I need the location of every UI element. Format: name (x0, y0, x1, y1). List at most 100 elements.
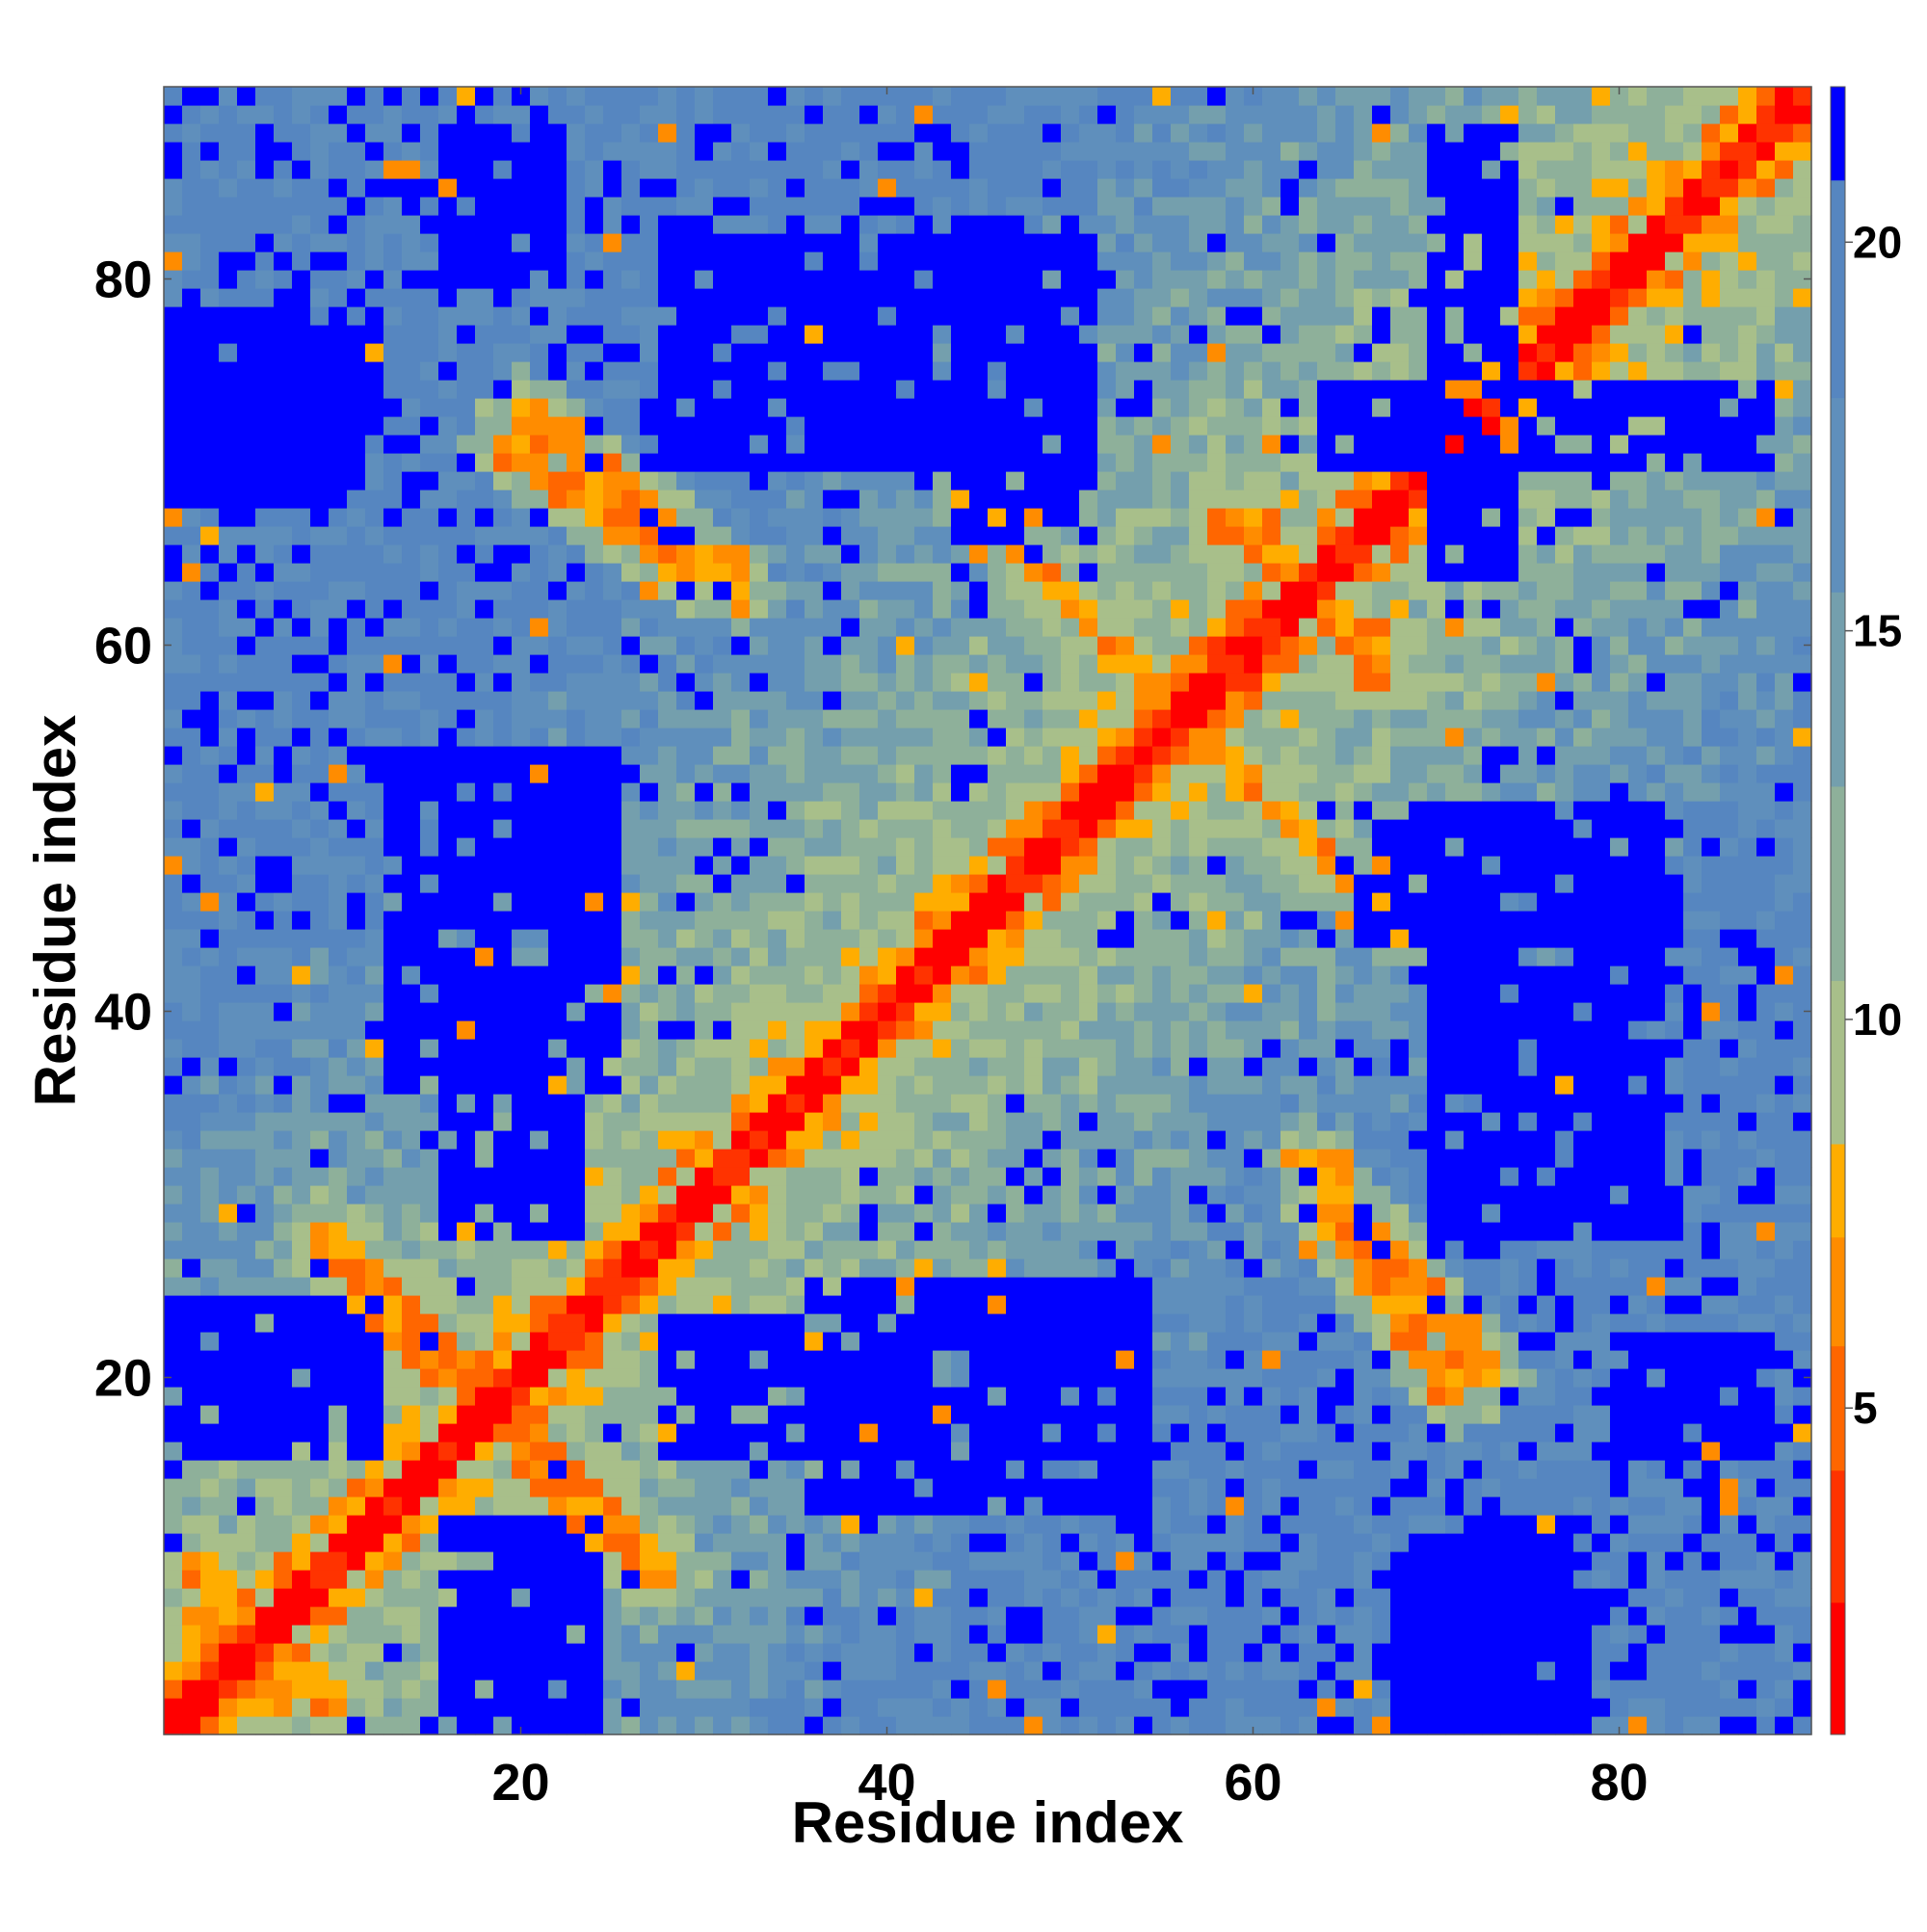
heatmap-cell (805, 490, 824, 509)
heatmap-cell (347, 233, 366, 252)
heatmap-cell (603, 911, 622, 930)
heatmap-cell (1171, 1496, 1190, 1516)
heatmap-cell (1079, 251, 1098, 271)
heatmap-cell (658, 966, 677, 985)
heatmap-cell (438, 1680, 458, 1699)
heatmap-cell (585, 599, 604, 619)
heatmap-cell (933, 1716, 952, 1735)
heatmap-cell (1171, 1295, 1190, 1314)
heatmap-cell (475, 380, 494, 399)
heatmap-cell (512, 288, 531, 307)
heatmap-cell (713, 563, 732, 582)
heatmap-cell (658, 178, 677, 198)
heatmap-cell (1024, 105, 1043, 124)
heatmap-cell (493, 1643, 513, 1662)
heatmap-cell (530, 1277, 549, 1296)
heatmap-cell (530, 1240, 549, 1259)
heatmap-cell (951, 874, 970, 893)
heatmap-cell (988, 1661, 1007, 1681)
heatmap-cell (933, 435, 952, 454)
heatmap-cell (274, 1387, 293, 1406)
heatmap-cell (530, 1295, 549, 1314)
heatmap-cell (933, 87, 952, 106)
heatmap-cell (219, 1716, 238, 1735)
heatmap-cell (658, 1533, 677, 1552)
heatmap-cell (805, 819, 824, 838)
heatmap-cell (896, 1551, 915, 1571)
heatmap-cell (457, 984, 476, 1003)
heatmap-cell (548, 1094, 568, 1113)
heatmap-cell (969, 398, 989, 417)
heatmap-cell (585, 1350, 604, 1369)
heatmap-cell (1024, 1716, 1043, 1735)
heatmap-cell (182, 1240, 201, 1259)
heatmap-cell (1024, 1002, 1043, 1021)
heatmap-cell (640, 1002, 659, 1021)
heatmap-cell (512, 544, 531, 564)
heatmap-cell (1061, 636, 1080, 655)
heatmap-cell (621, 819, 641, 838)
heatmap-cell (823, 160, 842, 179)
heatmap-cell (786, 361, 805, 381)
heatmap-cell (274, 1149, 293, 1168)
heatmap-cell (512, 673, 531, 692)
heatmap-cell (951, 1423, 970, 1442)
heatmap-cell (438, 1057, 458, 1076)
heatmap-cell (1079, 1515, 1098, 1534)
heatmap-cell (695, 764, 714, 783)
heatmap-cell (731, 636, 751, 655)
heatmap-cell (768, 1625, 787, 1644)
heatmap-cell (1171, 1204, 1190, 1223)
heatmap-cell (676, 801, 696, 820)
heatmap-cell (640, 1039, 659, 1058)
heatmap-cell (200, 178, 220, 198)
heatmap-cell (1079, 966, 1098, 985)
heatmap-cell (969, 801, 989, 820)
heatmap-cell (347, 1039, 366, 1058)
heatmap-cell (292, 1204, 311, 1223)
heatmap-cell (603, 1094, 622, 1113)
heatmap-cell (640, 819, 659, 838)
heatmap-cell (1079, 160, 1098, 179)
heatmap-cell (859, 1460, 879, 1479)
heatmap-cell (347, 1625, 366, 1644)
heatmap-cell (512, 874, 531, 893)
heatmap-cell (878, 1606, 897, 1626)
heatmap-cell (878, 1277, 897, 1296)
heatmap-cell (438, 1442, 458, 1461)
heatmap-cell (988, 1680, 1007, 1699)
heatmap-cell (640, 398, 659, 417)
heatmap-cell (969, 966, 989, 985)
heatmap-cell (988, 563, 1007, 582)
heatmap-cell (768, 435, 787, 454)
heatmap-cell (347, 325, 366, 344)
heatmap-cell (493, 819, 513, 838)
heatmap-cell (219, 508, 238, 527)
heatmap-cell (841, 1094, 860, 1113)
heatmap-cell (585, 123, 604, 143)
heatmap-cell (933, 1149, 952, 1168)
heatmap-cell (1116, 709, 1135, 728)
heatmap-cell (329, 599, 348, 619)
heatmap-cell (237, 380, 256, 399)
heatmap-cell (402, 1075, 421, 1095)
heatmap-cell (805, 1222, 824, 1241)
heatmap-cell (237, 947, 256, 966)
heatmap-cell (237, 1570, 256, 1589)
heatmap-cell (896, 1698, 915, 1717)
heatmap-cell (365, 1149, 384, 1168)
heatmap-cell (512, 618, 531, 637)
heatmap-cell (969, 581, 989, 600)
heatmap-cell (786, 1625, 805, 1644)
heatmap-cell (237, 819, 256, 838)
heatmap-cell (164, 1661, 183, 1681)
heatmap-cell (859, 343, 879, 362)
heatmap-cell (933, 526, 952, 545)
heatmap-cell (969, 325, 989, 344)
heatmap-cell (365, 782, 384, 802)
heatmap-cell (603, 1551, 622, 1571)
heatmap-cell (658, 1350, 677, 1369)
heatmap-cell (988, 1204, 1007, 1223)
heatmap-cell (1134, 728, 1153, 747)
heatmap-cell (1024, 709, 1043, 728)
